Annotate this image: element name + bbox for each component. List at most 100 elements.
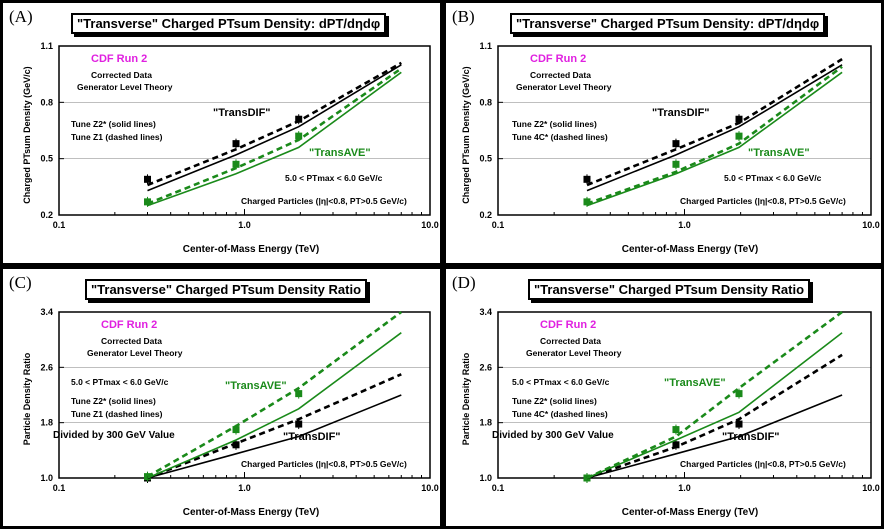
series-line <box>147 67 403 205</box>
x-tick-label: 1.0 <box>678 483 691 493</box>
generator-label: Generator Level Theory <box>526 348 622 358</box>
tune-dashed-label: Tune 4C* (dashed lines) <box>512 132 608 142</box>
plot-a: 0.2 0.5 0.8 1.1 0.1 1.0 10.0 <box>40 41 439 230</box>
transdif-label: "TransDIF" <box>652 107 710 119</box>
x-tick-label: 10.0 <box>862 483 880 493</box>
data-point <box>672 160 680 168</box>
data-point <box>672 441 680 449</box>
tune-solid-label: Tune Z2* (solid lines) <box>512 119 597 129</box>
data-point <box>232 441 240 449</box>
series-line <box>586 64 843 192</box>
plot-b: 0.2 0.5 0.8 1.1 0.1 1.0 10.0 <box>479 41 880 230</box>
x-axis-label: Center-of-Mass Energy (TeV) <box>182 507 320 518</box>
y-axis-label: Particle Density Ratio <box>22 352 32 446</box>
transave-label: "TransAVE" <box>748 147 810 159</box>
y-tick-label: 2.6 <box>40 362 53 372</box>
y-tick-label: 0.5 <box>40 154 53 164</box>
data-point <box>735 115 743 123</box>
y-tick-label: 1.8 <box>40 418 53 428</box>
chart-title: "Transverse" Charged PTsum Density: dPT/… <box>510 13 826 34</box>
generator-label: Generator Level Theory <box>516 82 612 92</box>
data-point <box>144 198 152 206</box>
tune-solid-label: Tune Z2* (solid lines) <box>512 396 597 406</box>
panel-b: 0.2 0.5 0.8 1.1 0.1 1.0 10.0 (B) "Transverse" … <box>443 0 884 266</box>
data-point <box>144 175 152 183</box>
plot-c: 1.01.82.63.40.1 1.0 10.0 <box>40 307 439 493</box>
data-point <box>295 115 303 123</box>
transdif-label: "TransDIF" <box>283 431 341 443</box>
series-line <box>147 332 402 479</box>
x-tick-label: 0.1 <box>492 220 505 230</box>
panel-a: 0.2 0.5 0.8 1.1 0.1 1.0 10.0 (A) "Transverse" … <box>0 0 443 266</box>
y-axis-label: Particle Density Ratio <box>461 352 471 446</box>
series-line <box>586 57 843 187</box>
cdf-label: CDF Run 2 <box>530 53 587 65</box>
chart-title: "Transverse" Charged PTsum Density: dPT/… <box>71 13 387 34</box>
series-line <box>586 310 843 480</box>
ptmax-label: 5.0 < PTmax < 6.0 GeV/c <box>512 377 610 387</box>
series-line <box>147 61 402 187</box>
x-tick-label: 0.1 <box>53 220 66 230</box>
y-axis-label: Charged PTsum Density (GeV/c) <box>22 66 32 204</box>
plot-d: 1.01.82.63.40.1 1.0 10.0 <box>479 307 880 493</box>
x-tick-label: 0.1 <box>492 483 505 493</box>
data-point <box>232 160 240 168</box>
data-point <box>232 426 240 434</box>
data-point <box>295 420 303 428</box>
y-tick-label: 1.1 <box>479 41 492 51</box>
transdif-label: "TransDIF" <box>722 431 780 443</box>
data-point <box>295 390 303 398</box>
y-tick-label: 0.2 <box>40 210 53 220</box>
data-point <box>735 132 743 140</box>
y-tick-label: 3.4 <box>40 307 53 317</box>
series-line <box>146 310 403 478</box>
cdf-label: CDF Run 2 <box>91 53 148 65</box>
tune-solid-label: Tune Z2* (solid lines) <box>71 119 156 129</box>
y-tick-label: 2.6 <box>479 362 492 372</box>
series-line <box>586 332 843 479</box>
x-tick-label: 0.1 <box>53 483 66 493</box>
series-line <box>586 394 843 479</box>
charged-label: Charged Particles (|η|<0.8, PT>0.5 GeV/c… <box>680 459 846 469</box>
cdf-label: CDF Run 2 <box>101 319 158 331</box>
x-tick-label: 10.0 <box>421 483 439 493</box>
panel-label: (D) <box>452 273 476 292</box>
y-tick-label: 0.2 <box>479 210 492 220</box>
y-axis-label: Charged PTsum Density (GeV/c) <box>461 66 471 204</box>
series-line <box>586 353 843 480</box>
chart-title: "Transverse" Charged PTsum Density Ratio <box>85 279 368 300</box>
data-point <box>232 140 240 148</box>
x-tick-label: 10.0 <box>862 220 880 230</box>
panel-label: (A) <box>9 7 33 26</box>
data-point <box>672 426 680 434</box>
x-axis-label: Center-of-Mass Energy (TeV) <box>182 244 320 255</box>
y-tick-label: 1.0 <box>479 473 492 483</box>
chart-title: "Transverse" Charged PTsum Density Ratio <box>528 279 811 300</box>
data-point <box>583 474 591 482</box>
y-tick-label: 1.8 <box>479 418 492 428</box>
corrected-label: Corrected Data <box>91 70 152 80</box>
y-tick-label: 1.0 <box>40 473 53 483</box>
transave-label: "TransAVE" <box>664 377 726 389</box>
data-point <box>735 390 743 398</box>
charged-label: Charged Particles (|η|<0.8, PT>0.5 GeV/c… <box>680 196 846 206</box>
data-point <box>295 132 303 140</box>
corrected-label: Corrected Data <box>540 336 601 346</box>
panel-label: (C) <box>9 273 32 292</box>
generator-label: Generator Level Theory <box>77 82 173 92</box>
tune-dashed-label: Tune Z1 (dashed lines) <box>71 132 163 142</box>
ptmax-label: 5.0 < PTmax < 6.0 GeV/c <box>71 377 169 387</box>
y-tick-label: 1.1 <box>40 41 53 51</box>
data-point <box>672 140 680 148</box>
divided-label: Divided by 300 GeV Value <box>492 430 614 441</box>
series-line <box>147 394 402 479</box>
tune-solid-label: Tune Z2* (solid lines) <box>71 396 156 406</box>
transave-label: "TransAVE" <box>225 380 287 392</box>
y-tick-label: 3.4 <box>479 307 492 317</box>
panel-label: (B) <box>452 7 475 26</box>
data-point <box>583 175 591 183</box>
series-line <box>147 64 402 192</box>
x-tick-label: 10.0 <box>421 220 439 230</box>
charged-label: Charged Particles (|η|<0.8, PT>0.5 GeV/c… <box>241 459 407 469</box>
tune-dashed-label: Tune 4C* (dashed lines) <box>512 409 608 419</box>
